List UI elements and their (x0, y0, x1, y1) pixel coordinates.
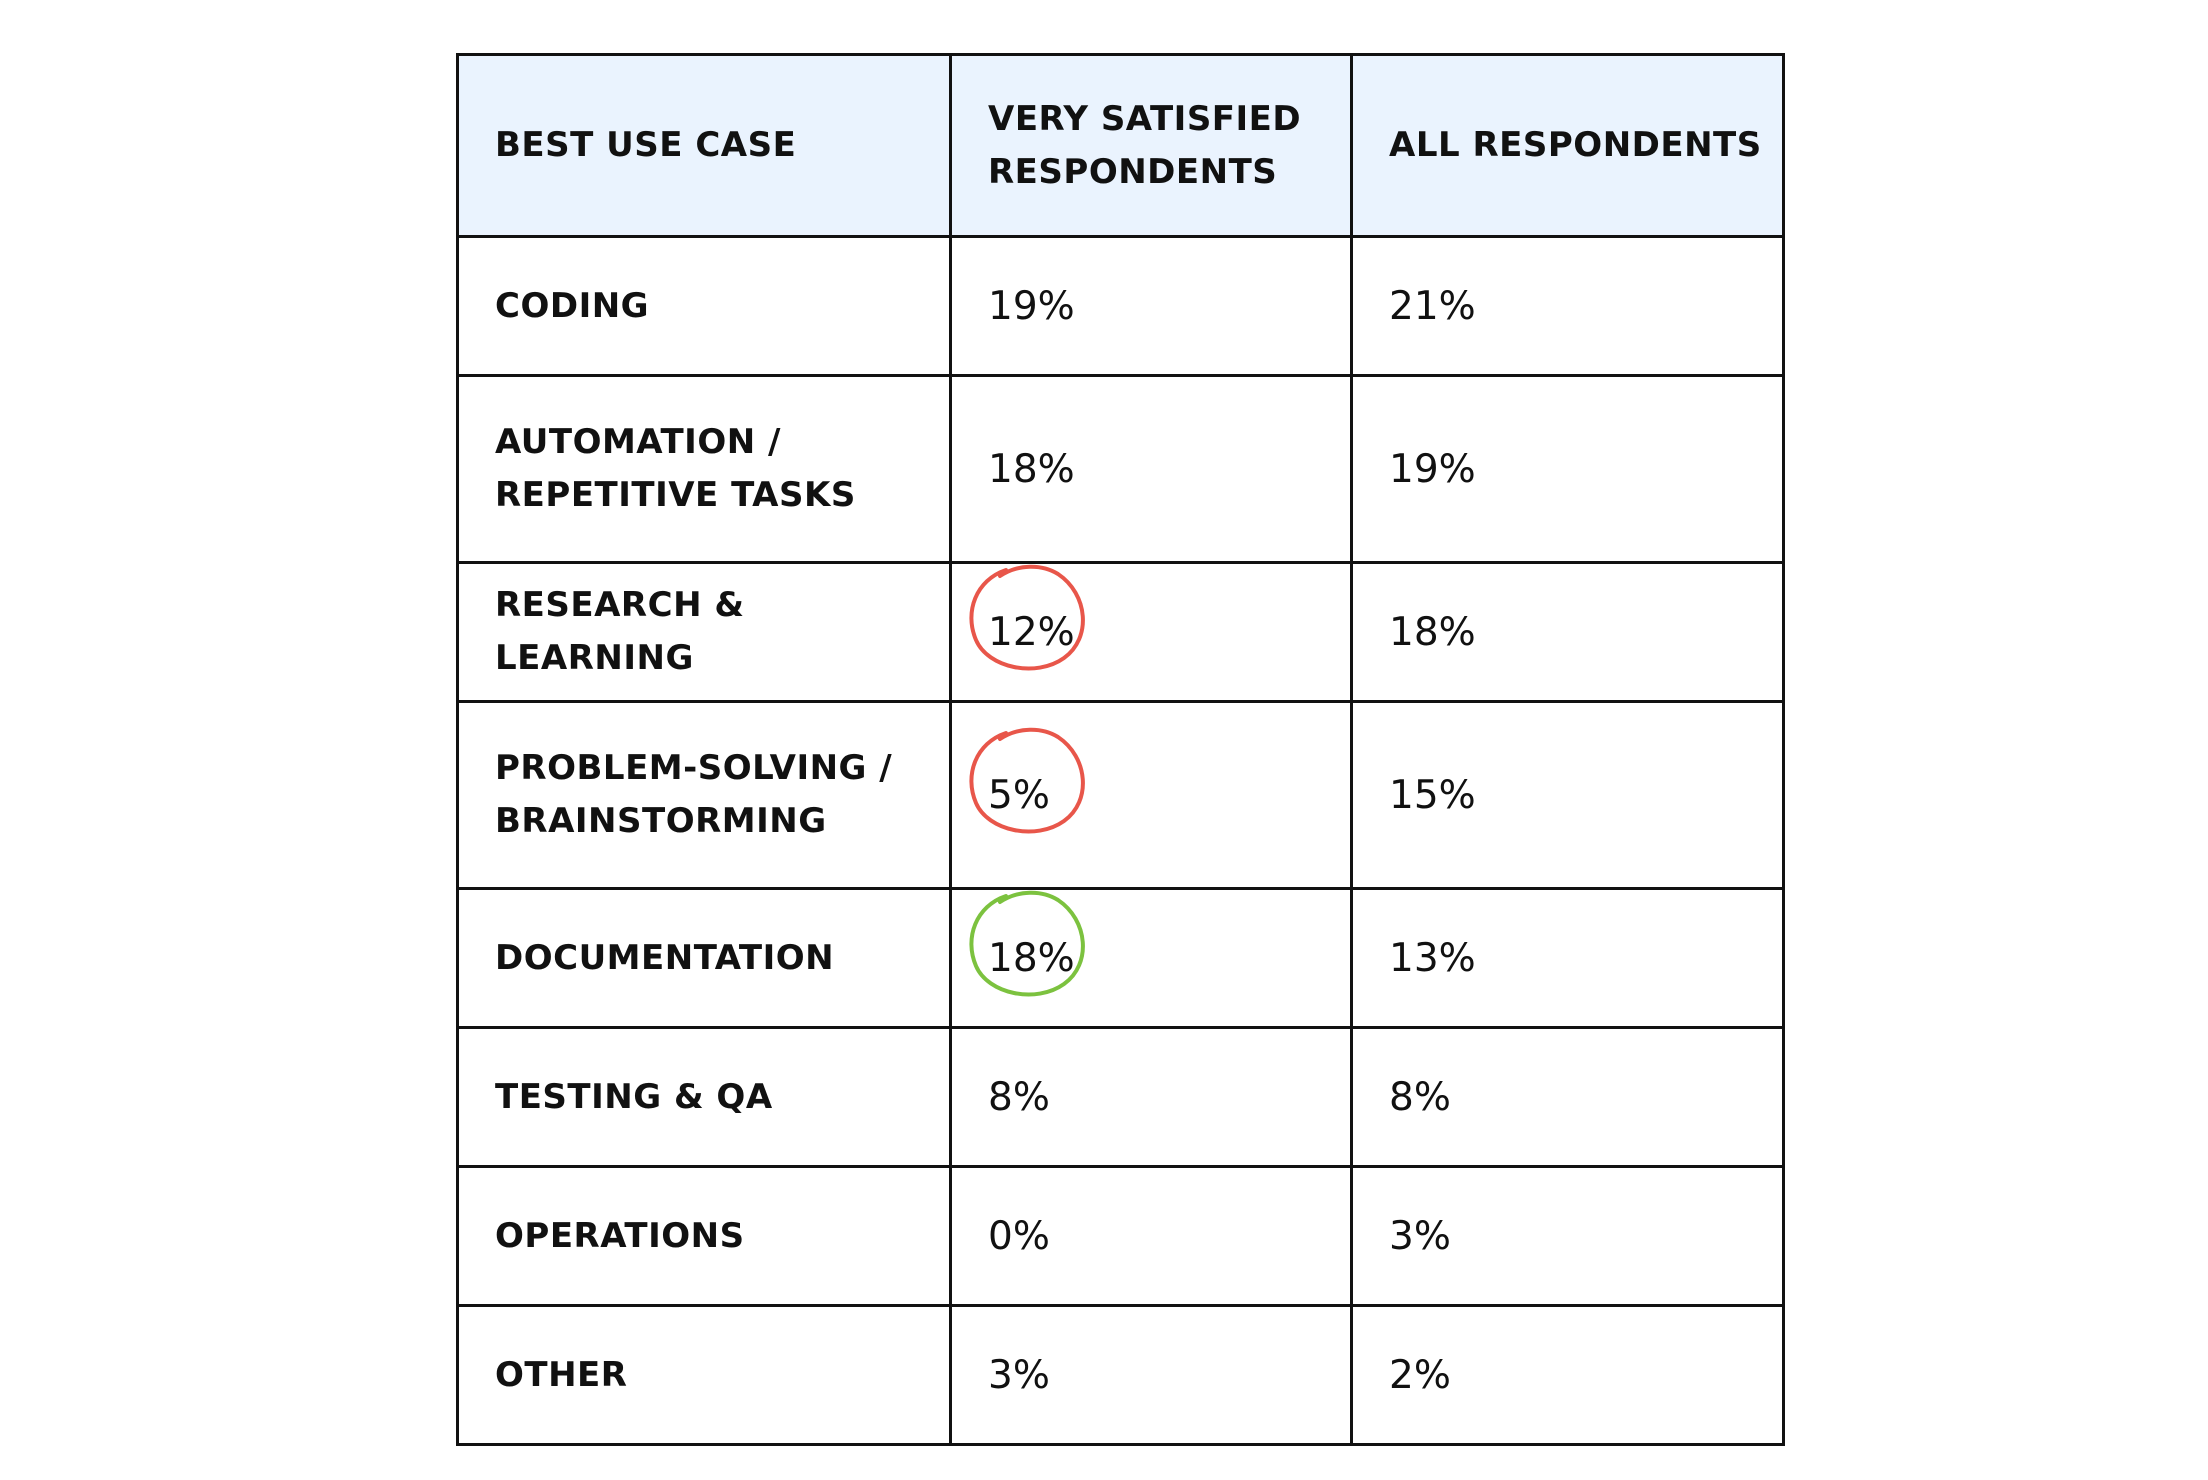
very-satisfied-value: 19% (988, 283, 1075, 329)
use-case-cell: OTHER (456, 1304, 952, 1446)
all-respondents-cell: 13% (1350, 887, 1785, 1029)
all-respondents-value: 2% (1389, 1352, 1451, 1398)
very-satisfied-value: 18% (988, 935, 1075, 981)
header-best-use-case: BEST USE CASE (456, 53, 952, 238)
use-case-line: TESTING & QA (495, 1076, 773, 1117)
very-satisfied-value: 8% (988, 1074, 1050, 1120)
all-respondents-cell: 3% (1350, 1165, 1785, 1307)
use-case-line: CODING (495, 285, 650, 326)
all-respondents-cell: 15% (1350, 700, 1785, 890)
all-respondents-value: 15% (1389, 772, 1476, 818)
table-row: PROBLEM-SOLVING / BRAINSTORMING 5% 15% (456, 700, 1785, 890)
very-satisfied-cell: 5% (949, 700, 1353, 890)
use-case-line: OPERATIONS (495, 1215, 745, 1256)
table-row: DOCUMENTATION 18% 13% (456, 887, 1785, 1029)
all-respondents-value: 18% (1389, 609, 1476, 655)
table-row: OPERATIONS 0% 3% (456, 1165, 1785, 1307)
table-row: AUTOMATION / REPETITIVE TASKS 18% 19% (456, 374, 1785, 564)
all-respondents-value: 21% (1389, 283, 1476, 329)
use-case-table: BEST USE CASE VERY SATISFIED RESPONDENTS… (456, 53, 1785, 1446)
all-respondents-cell: 8% (1350, 1026, 1785, 1168)
header-very-satisfied: VERY SATISFIED RESPONDENTS (949, 53, 1353, 238)
all-respondents-value: 3% (1389, 1213, 1451, 1259)
all-respondents-cell: 19% (1350, 374, 1785, 564)
very-satisfied-cell: 18% (949, 374, 1353, 564)
use-case-cell: PROBLEM-SOLVING / BRAINSTORMING (456, 700, 952, 890)
table-header-row: BEST USE CASE VERY SATISFIED RESPONDENTS… (456, 53, 1785, 238)
very-satisfied-value: 0% (988, 1213, 1050, 1259)
use-case-cell: AUTOMATION / REPETITIVE TASKS (456, 374, 952, 564)
use-case-cell: DOCUMENTATION (456, 887, 952, 1029)
all-respondents-value: 8% (1389, 1074, 1451, 1120)
table-row: CODING 19% 21% (456, 235, 1785, 377)
very-satisfied-cell: 0% (949, 1165, 1353, 1307)
use-case-cell: TESTING & QA (456, 1026, 952, 1168)
use-case-line: REPETITIVE TASKS (495, 475, 856, 515)
very-satisfied-value: 3% (988, 1352, 1050, 1398)
all-respondents-cell: 18% (1350, 561, 1785, 703)
use-case-line: RESEARCH & LEARNING (495, 585, 745, 678)
use-case-line: AUTOMATION / (495, 422, 781, 462)
use-case-line: PROBLEM-SOLVING / (495, 748, 893, 788)
table-row: TESTING & QA 8% 8% (456, 1026, 1785, 1168)
table-row: OTHER 3% 2% (456, 1304, 1785, 1446)
use-case-line: BRAINSTORMING (495, 801, 827, 841)
very-satisfied-cell: 8% (949, 1026, 1353, 1168)
use-case-line: OTHER (495, 1354, 628, 1395)
table-row: RESEARCH & LEARNING 12% 18% (456, 561, 1785, 703)
very-satisfied-cell: 18% (949, 887, 1353, 1029)
header-all-respondents: ALL RESPONDENTS (1350, 53, 1785, 238)
use-case-table-container: BEST USE CASE VERY SATISFIED RESPONDENTS… (456, 53, 1785, 1446)
very-satisfied-value: 18% (988, 446, 1075, 492)
header-line: BEST USE CASE (495, 125, 797, 165)
very-satisfied-cell: 19% (949, 235, 1353, 377)
very-satisfied-cell: 12% (949, 561, 1353, 703)
header-line: VERY SATISFIED (988, 98, 1302, 139)
all-respondents-value: 19% (1389, 446, 1476, 492)
use-case-line: DOCUMENTATION (495, 937, 835, 978)
very-satisfied-value: 5% (988, 772, 1050, 818)
all-respondents-cell: 2% (1350, 1304, 1785, 1446)
all-respondents-value: 13% (1389, 935, 1476, 981)
all-respondents-cell: 21% (1350, 235, 1785, 377)
use-case-cell: CODING (456, 235, 952, 377)
header-line: RESPONDENTS (988, 151, 1278, 192)
use-case-cell: OPERATIONS (456, 1165, 952, 1307)
header-line: ALL RESPONDENTS (1389, 125, 1762, 165)
very-satisfied-cell: 3% (949, 1304, 1353, 1446)
use-case-cell: RESEARCH & LEARNING (456, 561, 952, 703)
very-satisfied-value: 12% (988, 609, 1075, 655)
